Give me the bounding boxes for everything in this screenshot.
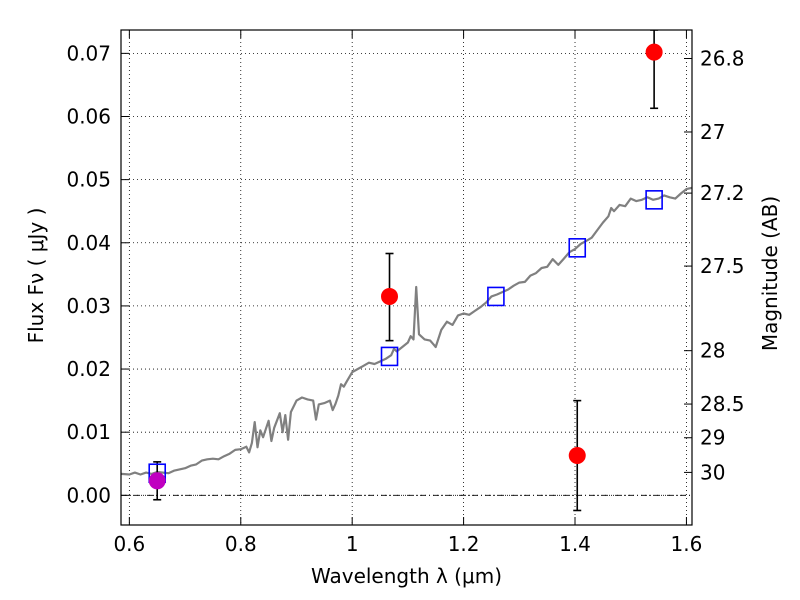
model-photometry-marker: [487, 286, 505, 307]
magnitude-tick-label: 27.2: [700, 181, 745, 205]
model-photometry-marker: [380, 346, 399, 367]
observed-photometry-point: [645, 43, 663, 61]
grid: [121, 30, 692, 525]
y-axis-label: Flux Fν ( μJy ): [24, 208, 48, 344]
y-tick-label: 0.06: [66, 104, 111, 128]
observed-photometry-point: [568, 447, 586, 465]
x-tick-label: 1.6: [671, 532, 703, 556]
y-tick-label: 0.03: [66, 294, 111, 318]
y-tick-label: 0.00: [66, 483, 111, 507]
model-spectrum: [120, 186, 693, 476]
y-tick-label: 0.01: [66, 420, 111, 444]
spectrum-line: [120, 186, 693, 476]
observed-photometry-point: [381, 287, 399, 305]
x-axis-label: Wavelength λ (μm): [311, 564, 502, 588]
y-tick-label: 0.02: [66, 357, 111, 381]
magnitude-tick-label: 29: [700, 426, 725, 450]
y-tick-label: 0.07: [66, 41, 111, 65]
magnitude-tick-label: 27: [700, 120, 725, 144]
plot-frame: [120, 29, 693, 526]
x-tick-label: 1.2: [448, 532, 480, 556]
x-tick-label: 1.4: [559, 532, 591, 556]
magnitude-tick-label: 30: [700, 460, 725, 484]
y-axis: 0.00 0.01 0.02 0.03 0.04 0.05 0.06 0.07: [66, 41, 129, 507]
x-tick-label: 0.6: [113, 532, 145, 556]
magnitude-axis-label: Magnitude (AB): [758, 196, 782, 351]
model-photometry-marker: [645, 190, 663, 210]
magnitude-tick-label: 28: [700, 339, 725, 363]
x-axis: 0.6 0.8 1 1.2 1.4 1.6: [113, 30, 702, 556]
observed-photometry-alt-point: [148, 472, 166, 490]
x-tick-label: 1: [346, 532, 359, 556]
x-tick-label: 0.8: [225, 532, 257, 556]
magnitude-tick-label: 28.5: [700, 392, 745, 416]
magnitude-tick-label: 26.8: [700, 46, 745, 70]
markers: [148, 43, 663, 490]
magnitude-axis: 26.8 27 27.2 27.5 28 28.5 29 30: [684, 46, 745, 484]
model-photometry-marker: [568, 238, 587, 258]
magnitude-tick-label: 27.5: [700, 254, 745, 278]
y-tick-label: 0.05: [66, 168, 111, 192]
y-tick-label: 0.04: [66, 231, 111, 255]
error-bars: [153, 30, 659, 512]
